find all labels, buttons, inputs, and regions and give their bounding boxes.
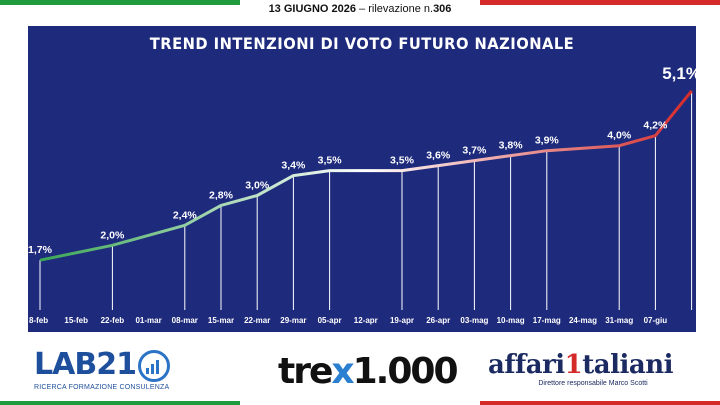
x-tick-label: 07-giu — [644, 316, 668, 325]
x-tick-label: 01-mar — [135, 316, 161, 325]
x-tick-label: 8-feb — [29, 316, 48, 325]
chart-panel — [28, 26, 696, 332]
x-tick-label: 03-mag — [460, 316, 488, 325]
data-label: 3,6% — [426, 150, 451, 162]
affari-director: Direttore responsabile Marco Scotti — [538, 380, 648, 387]
series-line — [39, 89, 693, 262]
data-label: 3,0% — [245, 179, 270, 191]
data-label: 3,4% — [281, 160, 306, 172]
data-label: 4,0% — [607, 130, 632, 142]
data-label: 3,9% — [535, 135, 560, 147]
x-tick-label: 22-feb — [101, 316, 125, 325]
x-tick-label: 10-mag — [497, 316, 525, 325]
x-tick-label: 24-mag — [569, 316, 597, 325]
affari-post: taliani — [582, 350, 673, 380]
header-rilevazione-label: rilevazione n. — [368, 3, 434, 15]
x-tick-label: 05-apr — [318, 316, 342, 325]
trex-post: 1.000 — [352, 351, 459, 392]
data-label: 3,5% — [318, 155, 343, 167]
chart-title: TREND INTENZIONI DI VOTO FUTURO NAZIONAL… — [149, 34, 575, 53]
x-tick-label: 29-mar — [280, 316, 306, 325]
x-tick-label: 12-apr — [354, 316, 378, 325]
data-label: 1,7% — [28, 244, 53, 256]
data-label: 2,4% — [173, 209, 198, 221]
bar-chart-icon — [137, 350, 170, 382]
header-rilevazione-num: 306 — [433, 3, 452, 15]
flag-red-bottom — [480, 401, 720, 405]
data-label: 2,0% — [100, 229, 125, 241]
data-label: 2,8% — [209, 189, 234, 201]
x-tick-label: 26-apr — [426, 316, 450, 325]
x-tick-label: 22-mar — [244, 316, 270, 325]
header-dash: – — [356, 3, 369, 15]
x-tick-label: 15-feb — [64, 316, 88, 325]
trex-x: x — [331, 351, 354, 392]
affaritaliani-logo: affari1taliani Direttore responsabile Ma… — [488, 350, 708, 394]
flag-red-top — [480, 0, 720, 5]
x-tick-label: 19-apr — [390, 316, 414, 325]
x-tick-label: 31-mag — [605, 316, 633, 325]
lab21-logo: LAB21 RICERCA FORMAZIONE CONSULENZA — [34, 350, 184, 394]
x-tick-label: 08-mar — [172, 316, 198, 325]
affari-pre: affari — [488, 350, 565, 380]
lab21-name: LAB21 — [34, 347, 137, 382]
affari-one: 1 — [564, 350, 583, 380]
data-label: 4,2% — [643, 120, 668, 132]
flag-green-bottom — [0, 401, 240, 405]
lab21-tagline: RICERCA FORMAZIONE CONSULENZA — [34, 384, 170, 391]
data-label: 3,5% — [390, 155, 415, 167]
x-tick-label: 15-mar — [208, 316, 234, 325]
header-date-text: 13 GIUGNO 2026 — [268, 3, 356, 15]
data-label: 5,1% — [662, 64, 701, 83]
trex-pre: tre — [278, 351, 333, 392]
x-tick-label: 17-mag — [533, 316, 561, 325]
header-date: 13 GIUGNO 2026 – rilevazione n.306 — [0, 3, 720, 15]
trex-logo: trex1.000 — [278, 350, 458, 394]
flag-green-top — [0, 0, 240, 5]
data-label: 3,7% — [462, 145, 487, 157]
data-label: 3,8% — [499, 140, 524, 152]
